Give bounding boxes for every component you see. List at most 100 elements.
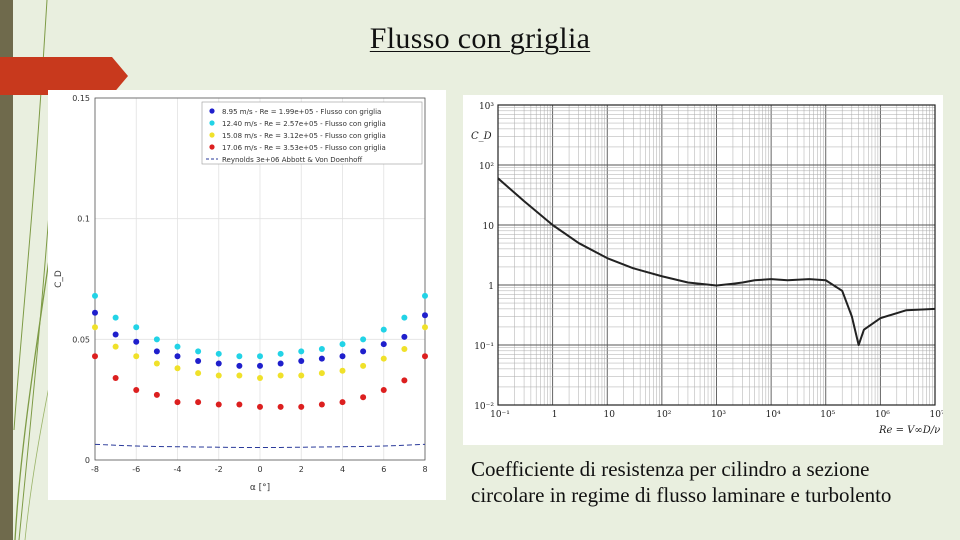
data-point xyxy=(195,348,202,355)
data-point xyxy=(92,353,98,360)
data-point xyxy=(236,362,243,369)
data-point xyxy=(339,367,346,374)
y-tick-label: 10 xyxy=(483,222,495,232)
legend-swatch xyxy=(209,108,215,114)
slide-title: Flusso con griglia xyxy=(369,22,591,55)
data-point xyxy=(174,343,181,350)
caption-line-1: Coefficiente di resistenza per cilindro … xyxy=(471,457,870,481)
y-tick-label: 0.1 xyxy=(77,215,90,224)
data-point xyxy=(195,399,202,406)
data-point xyxy=(318,345,325,352)
data-point xyxy=(298,403,305,410)
data-point xyxy=(153,336,160,343)
data-point xyxy=(318,401,325,408)
y-tick-label: 0 xyxy=(85,456,90,465)
x-tick-label: 2 xyxy=(299,465,304,474)
data-point xyxy=(360,336,367,343)
legend-label: 15.08 m/s - Re = 3.12e+05 - Flusso con g… xyxy=(222,132,386,140)
x-tick-label: -6 xyxy=(132,465,140,474)
series-line xyxy=(94,443,426,448)
data-point xyxy=(257,362,263,369)
figure-caption: Coefficiente di resistenza per cilindro … xyxy=(471,456,960,508)
x-tick-label: 1 xyxy=(552,410,558,420)
x-tick-label: 10⁷ xyxy=(929,410,943,420)
data-point xyxy=(422,324,428,331)
legend-label: 8.95 m/s - Re = 1.99e+05 - Flusso con gr… xyxy=(222,108,381,116)
legend-swatch xyxy=(209,144,215,150)
plot-frame xyxy=(497,104,936,406)
caption-line-2: circolare in regime di flusso laminare e… xyxy=(471,483,892,507)
y-tick-label: 10⁻² xyxy=(474,402,494,412)
data-point xyxy=(298,348,305,355)
data-point xyxy=(112,343,119,350)
data-point xyxy=(174,365,181,372)
y-axis-label: C_D xyxy=(471,131,492,142)
data-point xyxy=(380,355,387,362)
data-point xyxy=(380,326,387,333)
data-point xyxy=(92,292,98,299)
plot-frame xyxy=(94,97,426,461)
x-tick-label: 8 xyxy=(422,465,427,474)
data-point xyxy=(318,370,325,377)
data-point xyxy=(401,377,408,384)
x-tick-label: 0 xyxy=(257,465,262,474)
data-point xyxy=(277,350,284,357)
y-tick-label: 10⁻¹ xyxy=(474,342,494,352)
x-axis-label: Re = V∞D/ν xyxy=(878,425,940,436)
x-tick-label: -8 xyxy=(91,465,99,474)
data-point xyxy=(153,360,160,367)
legend-label: 12.40 m/s - Re = 2.57e+05 - Flusso con g… xyxy=(222,120,386,128)
x-axis-label: α [°] xyxy=(250,483,270,493)
data-point xyxy=(174,353,181,360)
data-point xyxy=(195,370,202,377)
data-point xyxy=(236,372,243,379)
x-tick-label: 10² xyxy=(656,410,671,420)
data-point xyxy=(257,374,263,381)
y-tick-label: 0.15 xyxy=(72,94,90,103)
data-point xyxy=(215,372,222,379)
data-point xyxy=(277,403,284,410)
x-tick-label: 4 xyxy=(340,465,345,474)
data-point xyxy=(277,372,284,379)
drag-curve xyxy=(497,177,936,346)
data-point xyxy=(257,403,263,410)
y-tick-label: 1 xyxy=(488,282,494,292)
data-point xyxy=(133,353,140,360)
x-tick-label: -4 xyxy=(174,465,182,474)
data-point xyxy=(236,401,243,408)
data-point xyxy=(339,399,346,406)
data-point xyxy=(401,345,408,352)
data-point xyxy=(298,358,305,365)
data-point xyxy=(401,333,408,340)
legend-swatch xyxy=(209,132,215,138)
data-point xyxy=(422,312,428,319)
slide-left-bar xyxy=(0,0,13,540)
data-point xyxy=(133,338,140,345)
red-accent-tab xyxy=(0,57,128,95)
data-point xyxy=(360,362,367,369)
data-point xyxy=(215,401,222,408)
data-point xyxy=(380,387,387,394)
x-tick-label: 10⁴ xyxy=(766,410,781,420)
data-point xyxy=(112,374,119,381)
x-tick-label: 10 xyxy=(604,410,616,420)
data-point xyxy=(92,324,98,331)
data-point xyxy=(236,353,243,360)
data-point xyxy=(318,355,325,362)
legend-label: 17.06 m/s - Re = 3.53e+05 - Flusso con g… xyxy=(222,144,386,152)
data-point xyxy=(174,399,181,406)
data-point xyxy=(92,309,98,316)
data-point xyxy=(133,324,140,331)
data-point xyxy=(360,394,367,401)
data-point xyxy=(153,391,160,398)
x-tick-label: 10⁶ xyxy=(875,410,890,420)
data-point xyxy=(153,348,160,355)
cylinder-drag-reynolds-chart: 10⁻¹ 1 10 10² 10³ 10⁴ 10⁵ 10⁶ 10⁷10³10²10110⁻¹10… xyxy=(463,95,943,445)
legend-swatch xyxy=(209,120,215,126)
data-point xyxy=(277,360,284,367)
x-tick-label: -2 xyxy=(215,465,223,474)
data-point xyxy=(339,353,346,360)
x-tick-label: 10³ xyxy=(711,410,726,420)
data-point xyxy=(422,292,428,299)
x-tick-label: 10⁻¹ xyxy=(490,410,510,420)
